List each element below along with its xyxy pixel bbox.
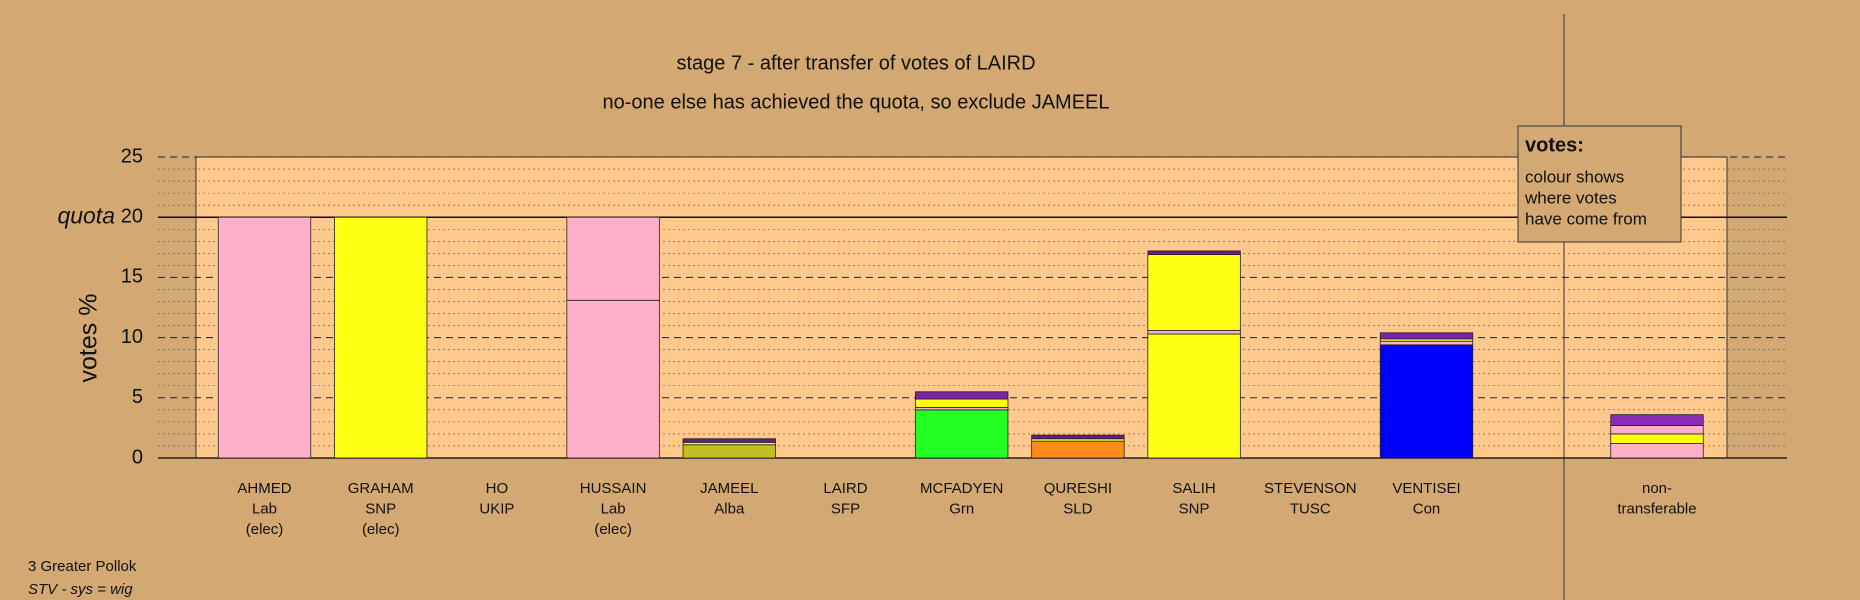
x-tick-label: transferable	[1617, 500, 1696, 517]
x-tick-label: (elec)	[594, 521, 632, 538]
footer: 3 Greater Pollok	[28, 558, 137, 575]
bar-segment	[334, 216, 428, 459]
bar-segment	[1610, 433, 1704, 444]
x-tick-label: Lab	[601, 500, 626, 517]
y-tick-label: 5	[132, 386, 143, 408]
x-tick-label: non-	[1642, 480, 1672, 497]
bar-segment	[915, 398, 1009, 408]
bar-segment	[1379, 344, 1474, 459]
x-tick-label: STEVENSON	[1264, 480, 1357, 497]
x-tick-label: QURESHI	[1044, 480, 1112, 497]
y-tick-label: 25	[121, 145, 143, 167]
x-tick-label: Grn	[949, 500, 974, 517]
bar-segment	[1379, 340, 1474, 346]
x-tick-label: GRAHAM	[348, 480, 414, 497]
x-tick-label: Alba	[714, 500, 745, 517]
bar-segment	[1147, 250, 1241, 255]
legend-text: colour shows	[1525, 167, 1624, 186]
x-tick-label: TUSC	[1290, 500, 1331, 517]
bar-segment	[915, 409, 1009, 459]
bar-segment	[915, 391, 1009, 400]
x-tick-label: (elec)	[362, 521, 400, 538]
bar-segment	[1147, 254, 1241, 331]
y-axis-title: votes %	[75, 294, 103, 383]
x-tick-label: Lab	[252, 500, 277, 517]
chart-title: stage 7 - after transfer of votes of LAI…	[676, 52, 1035, 74]
y-tick-label: 15	[121, 266, 143, 288]
bar-segment	[566, 216, 660, 301]
x-tick-label: LAIRD	[823, 480, 867, 497]
chart-subtitle: no-one else has achieved the quota, so e…	[603, 91, 1110, 113]
bar-segment	[217, 216, 312, 459]
quota-label: quota	[57, 202, 115, 228]
x-tick-label: SNP	[1179, 500, 1210, 517]
x-tick-label: SFP	[831, 500, 860, 517]
bar-segment	[682, 444, 776, 459]
legend-title: votes:	[1525, 134, 1584, 156]
x-tick-label: HO	[486, 480, 509, 497]
x-tick-label: SNP	[365, 500, 396, 517]
legend-text: have come from	[1525, 209, 1647, 228]
x-tick-label: SLD	[1063, 500, 1092, 517]
x-tick-label: SALIH	[1172, 480, 1215, 497]
x-tick-label: Con	[1413, 500, 1441, 517]
bar-segment	[1031, 440, 1125, 459]
bar-segment	[682, 438, 776, 443]
y-tick-label: 10	[121, 326, 143, 348]
x-tick-label: VENTISEI	[1392, 480, 1460, 497]
bar-segment	[1147, 329, 1241, 335]
bar-segment	[1031, 434, 1125, 440]
x-tick-label: AHMED	[237, 480, 291, 497]
y-tick-label: 20	[121, 205, 143, 227]
bar-segment	[1610, 414, 1704, 426]
bar-segment	[566, 299, 660, 459]
x-tick-label: HUSSAIN	[580, 480, 647, 497]
bar-segment	[1610, 443, 1704, 459]
x-tick-label: JAMEEL	[700, 480, 758, 497]
legend-box	[1517, 125, 1682, 243]
bar-segment	[1379, 332, 1474, 340]
x-tick-label: (elec)	[246, 521, 284, 538]
bar-segment	[1147, 333, 1241, 459]
y-tick-label: 0	[132, 446, 143, 468]
x-tick-label: MCFADYEN	[920, 480, 1003, 497]
legend-text: where votes	[1524, 188, 1617, 207]
footer: STV - sys = wig	[28, 581, 133, 598]
bar-segment	[1610, 425, 1704, 435]
x-tick-label: UKIP	[479, 500, 514, 517]
